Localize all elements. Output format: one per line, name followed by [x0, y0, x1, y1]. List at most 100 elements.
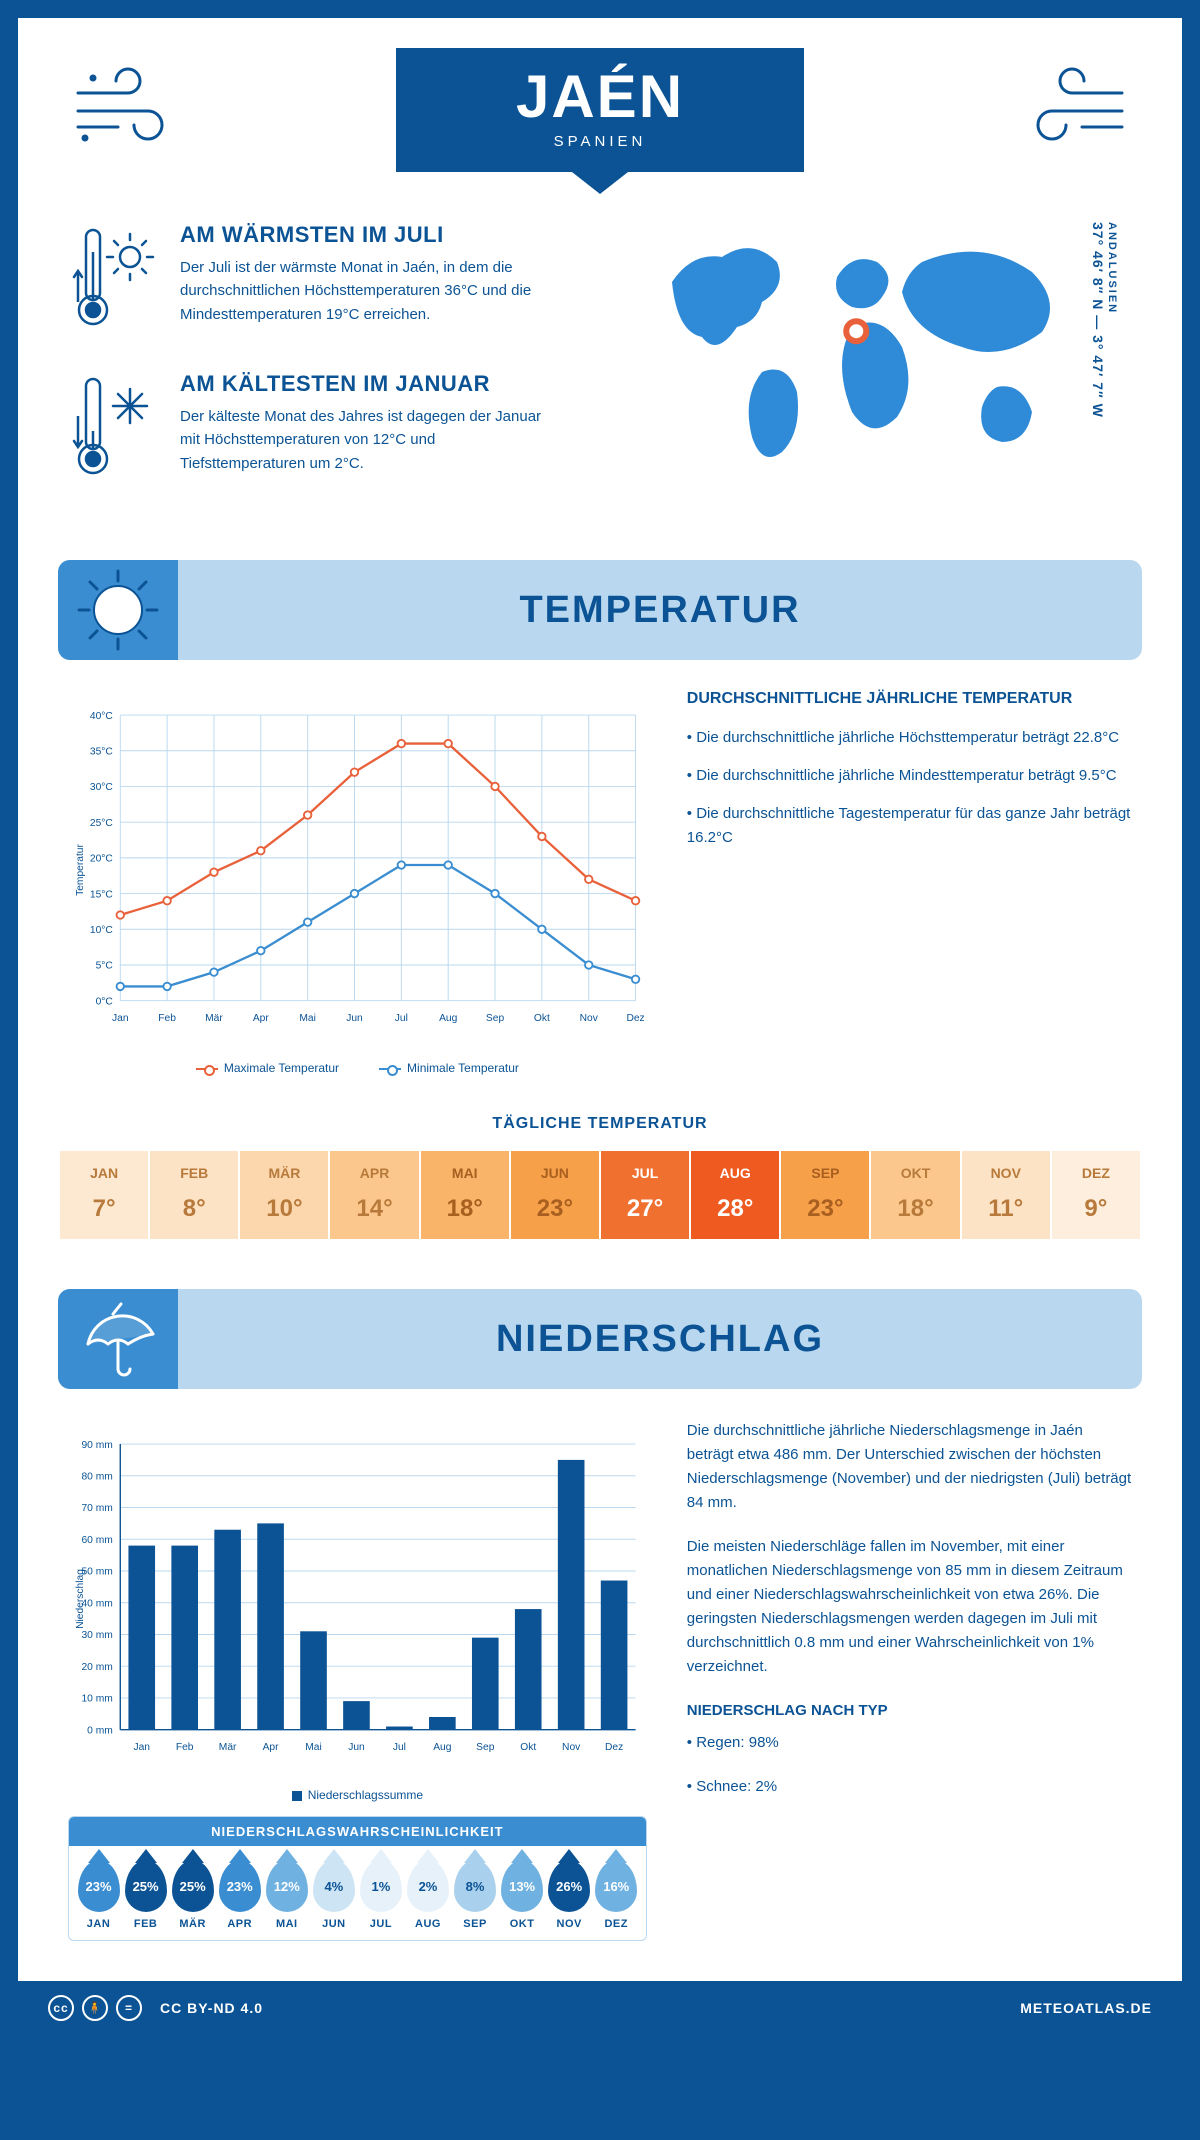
svg-text:Dez: Dez: [605, 1742, 623, 1753]
daily-cell: AUG28°: [691, 1151, 781, 1239]
svg-text:0 mm: 0 mm: [87, 1725, 113, 1736]
svg-text:Jan: Jan: [112, 1013, 129, 1024]
infographic-page: JAÉN SPANIEN: [0, 0, 1200, 2053]
title-ribbon: JAÉN SPANIEN: [396, 48, 804, 172]
precip-type-line: • Schnee: 2%: [687, 1775, 1132, 1799]
svg-text:5°C: 5°C: [96, 961, 114, 972]
thermometer-sun-icon: [68, 222, 158, 337]
svg-text:Jun: Jun: [348, 1742, 365, 1753]
svg-text:Okt: Okt: [534, 1013, 550, 1024]
wind-icon: [1002, 48, 1142, 168]
probability-drop: 8%SEP: [454, 1860, 497, 1930]
svg-text:30°C: 30°C: [90, 782, 114, 793]
probability-drop: 2%AUG: [406, 1860, 449, 1930]
svg-text:80 mm: 80 mm: [81, 1472, 112, 1483]
svg-text:Sep: Sep: [486, 1013, 505, 1024]
precip-heading: NIEDERSCHLAG: [178, 1318, 1142, 1361]
warmest-title: AM WÄRMSTEN IM JULI: [180, 222, 560, 248]
summary-bullet: • Die durchschnittliche jährliche Höchst…: [687, 726, 1132, 750]
svg-text:Niederschlag: Niederschlag: [75, 1569, 86, 1629]
temperature-legend: Maximale Temperatur Minimale Temperatur: [68, 1061, 647, 1075]
license-block: cc 🧍 = CC BY-ND 4.0: [48, 1995, 263, 2021]
temperature-banner: TEMPERATUR: [58, 560, 1142, 660]
svg-text:Jul: Jul: [393, 1742, 406, 1753]
intro-section: AM WÄRMSTEN IM JULI Der Juli ist der wär…: [18, 182, 1182, 550]
daily-cell: JUL27°: [601, 1151, 691, 1239]
facts-column: AM WÄRMSTEN IM JULI Der Juli ist der wär…: [68, 222, 622, 520]
cc-icon: cc: [48, 1995, 74, 2021]
svg-text:Sep: Sep: [476, 1742, 495, 1753]
warmest-text: Der Juli ist der wärmste Monat in Jaén, …: [180, 256, 560, 326]
svg-text:Dez: Dez: [626, 1013, 644, 1024]
daily-cell: MAI18°: [421, 1151, 511, 1239]
precip-banner: NIEDERSCHLAG: [58, 1289, 1142, 1389]
svg-text:Apr: Apr: [253, 1013, 270, 1024]
daily-temp-grid: JAN7°FEB8°MÄR10°APR14°MAI18°JUN23°JUL27°…: [58, 1151, 1142, 1239]
temperature-heading: TEMPERATUR: [178, 589, 1142, 632]
warmest-fact: AM WÄRMSTEN IM JULI Der Juli ist der wär…: [68, 222, 622, 337]
umbrella-icon: [58, 1289, 178, 1389]
daily-cell: MÄR10°: [240, 1151, 330, 1239]
probability-drop: 23%JAN: [77, 1860, 120, 1930]
svg-text:35°C: 35°C: [90, 746, 114, 757]
site-name: METEOATLAS.DE: [1020, 2000, 1152, 2016]
svg-text:10 mm: 10 mm: [81, 1694, 112, 1705]
precip-type-heading: NIEDERSCHLAG NACH TYP: [687, 1699, 1132, 1723]
svg-text:Temperatur: Temperatur: [75, 843, 86, 895]
svg-text:70 mm: 70 mm: [81, 1503, 112, 1514]
svg-text:Feb: Feb: [158, 1013, 176, 1024]
by-icon: 🧍: [82, 1995, 108, 2021]
sun-icon: [58, 560, 178, 660]
svg-text:Mär: Mär: [219, 1742, 237, 1753]
svg-text:15°C: 15°C: [90, 889, 114, 900]
svg-text:Mai: Mai: [305, 1742, 322, 1753]
country-subtitle: SPANIEN: [516, 133, 684, 150]
temperature-chart: 0°C 5°C 10°C 15°C 20°C 25°C 30°C 35°C 40°C Jan Feb…: [68, 690, 647, 1075]
svg-text:Mai: Mai: [299, 1013, 316, 1024]
probability-drop: 12%MAI: [265, 1860, 308, 1930]
daily-cell: NOV11°: [962, 1151, 1052, 1239]
svg-text:Nov: Nov: [562, 1742, 581, 1753]
probability-drop: 16%DEZ: [595, 1860, 638, 1930]
svg-text:25°C: 25°C: [90, 818, 114, 829]
daily-cell: SEP23°: [781, 1151, 871, 1239]
svg-text:20 mm: 20 mm: [81, 1662, 112, 1673]
svg-text:40 mm: 40 mm: [81, 1598, 112, 1609]
svg-text:10°C: 10°C: [90, 925, 114, 936]
svg-text:Jul: Jul: [395, 1013, 408, 1024]
precip-chart: 0 mm10 mm20 mm30 mm40 mm50 mm60 mm70 mm8…: [68, 1419, 647, 1941]
svg-text:40°C: 40°C: [90, 711, 114, 722]
license-text: CC BY-ND 4.0: [160, 2000, 263, 2016]
daily-cell: OKT18°: [871, 1151, 961, 1239]
footer: cc 🧍 = CC BY-ND 4.0 METEOATLAS.DE: [18, 1981, 1182, 2035]
svg-text:30 mm: 30 mm: [81, 1630, 112, 1641]
svg-text:Mär: Mär: [205, 1013, 223, 1024]
precip-legend: Niederschlagssumme: [68, 1788, 647, 1802]
daily-cell: APR14°: [330, 1151, 420, 1239]
header: JAÉN SPANIEN: [18, 18, 1182, 182]
svg-text:Apr: Apr: [263, 1742, 280, 1753]
map-column: ANDALUSIEN 37° 46′ 8″ N — 3° 47′ 7″ W: [652, 222, 1132, 520]
daily-cell: FEB8°: [150, 1151, 240, 1239]
svg-text:90 mm: 90 mm: [81, 1440, 112, 1451]
probability-drop: 25%MÄR: [171, 1860, 214, 1930]
precip-type-line: • Regen: 98%: [687, 1731, 1132, 1755]
svg-text:Nov: Nov: [580, 1013, 599, 1024]
summary-heading: DURCHSCHNITTLICHE JÄHRLICHE TEMPERATUR: [687, 690, 1132, 708]
svg-text:Okt: Okt: [520, 1742, 536, 1753]
wind-icon: [58, 48, 198, 168]
svg-text:0°C: 0°C: [96, 996, 114, 1007]
city-title: JAÉN: [516, 62, 684, 131]
svg-text:Jan: Jan: [133, 1742, 150, 1753]
thermometer-snow-icon: [68, 371, 158, 486]
svg-text:Jun: Jun: [346, 1013, 363, 1024]
summary-bullet: • Die durchschnittliche jährliche Mindes…: [687, 764, 1132, 788]
probability-drop: 23%APR: [218, 1860, 261, 1930]
precip-text: Die durchschnittliche jährliche Niedersc…: [687, 1419, 1132, 1941]
probability-drop: 13%OKT: [501, 1860, 544, 1930]
precip-row: 0 mm10 mm20 mm30 mm40 mm50 mm60 mm70 mm8…: [18, 1419, 1182, 1961]
svg-text:50 mm: 50 mm: [81, 1567, 112, 1578]
svg-text:20°C: 20°C: [90, 854, 114, 865]
daily-cell: DEZ9°: [1052, 1151, 1142, 1239]
temperature-summary: DURCHSCHNITTLICHE JÄHRLICHE TEMPERATUR •…: [687, 690, 1132, 1075]
